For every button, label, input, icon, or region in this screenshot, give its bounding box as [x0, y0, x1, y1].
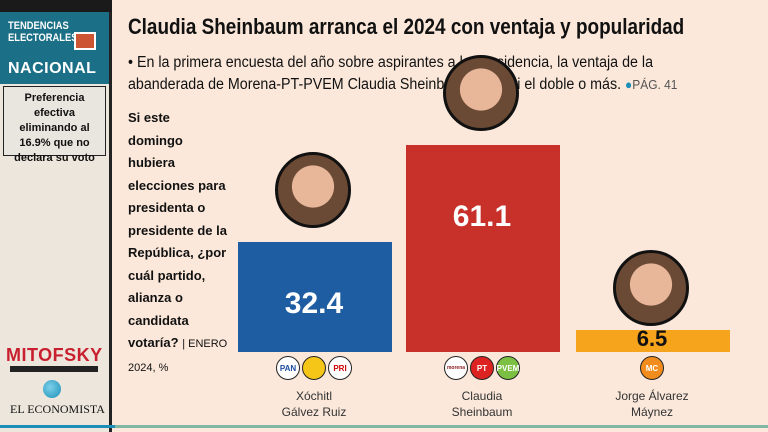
party-logo-pvem: PVEM [496, 356, 520, 380]
party-logos: MC [640, 356, 664, 380]
page-reference: ●PÁG. 41 [625, 77, 678, 92]
candidate-name-line2: Gálvez Ruiz [281, 405, 347, 419]
party-logos: PAN PRI [276, 356, 352, 380]
party-logo-prd [302, 356, 326, 380]
section-brand: TENDENCIAS ELECTORALES NACIONAL [0, 12, 109, 84]
section-line2: ELECTORALES [8, 32, 78, 44]
page-ref-label: PÁG. 41 [632, 77, 678, 92]
mitofsky-logo: MITOFSKY [6, 345, 103, 365]
value-label: 32.4 [284, 287, 344, 321]
question-text: Si este domingo hubiera elecciones para … [128, 110, 227, 350]
section-line3: NACIONAL [8, 60, 97, 77]
lead-body: • En la primera encuesta del año sobre a… [128, 54, 654, 93]
value-label: 6.5 [636, 326, 668, 351]
effective-preference-note: Preferencia efectiva eliminando al 16.9%… [3, 86, 106, 164]
el-economista-logo-icon [43, 380, 61, 398]
party-logo-pan: PAN [276, 356, 300, 380]
candidate-name-line1: Xóchitl [295, 389, 333, 403]
page-title: Claudia Sheinbaum arranca el 2024 con ve… [128, 14, 685, 39]
bottom-rule-accent [115, 425, 768, 428]
candidate-name-line1: Jorge Álvarez [615, 389, 689, 403]
sidebar: TENDENCIAS ELECTORALES NACIONAL Preferenc… [0, 0, 112, 432]
party-logo-morena: morena [444, 356, 468, 380]
party-logo-mc: MC [640, 356, 664, 380]
bar-2 [406, 145, 560, 352]
bar-1 [238, 242, 392, 352]
candidate-name: Claudia Sheinbaum [406, 388, 558, 420]
top-bar [0, 0, 112, 12]
party-logo-pt: PT [470, 356, 494, 380]
candidate-photo [613, 249, 689, 326]
bar-3 [576, 329, 730, 352]
candidate-name: Xóchitl Gálvez Ruiz [238, 388, 390, 420]
section-line1: TENDENCIAS [8, 20, 69, 32]
ballot-box-icon [74, 32, 96, 50]
party-logo-pri: PRI [328, 356, 352, 380]
candidate-name: Jorge Álvarez Máynez [576, 388, 728, 420]
value-label: 61.1 [452, 200, 512, 233]
candidate-name-line2: Máynez [630, 405, 674, 419]
lead-text: • En la primera encuesta del año sobre a… [128, 52, 717, 96]
candidate-name-line2: Sheinbaum [451, 405, 513, 419]
question-source: | ENERO 2024, % [128, 338, 228, 374]
el-economista-logo: EL ECONOMISTA [10, 402, 105, 416]
candidate-name-line1: Claudia [461, 389, 503, 403]
mitofsky-subtitle-bar [10, 366, 98, 372]
party-logos: morena PT PVEM [444, 356, 520, 380]
candidate-photo [275, 152, 351, 229]
survey-question: Si este domingo hubiera elecciones para … [128, 107, 228, 379]
candidate-photo [443, 55, 519, 131]
